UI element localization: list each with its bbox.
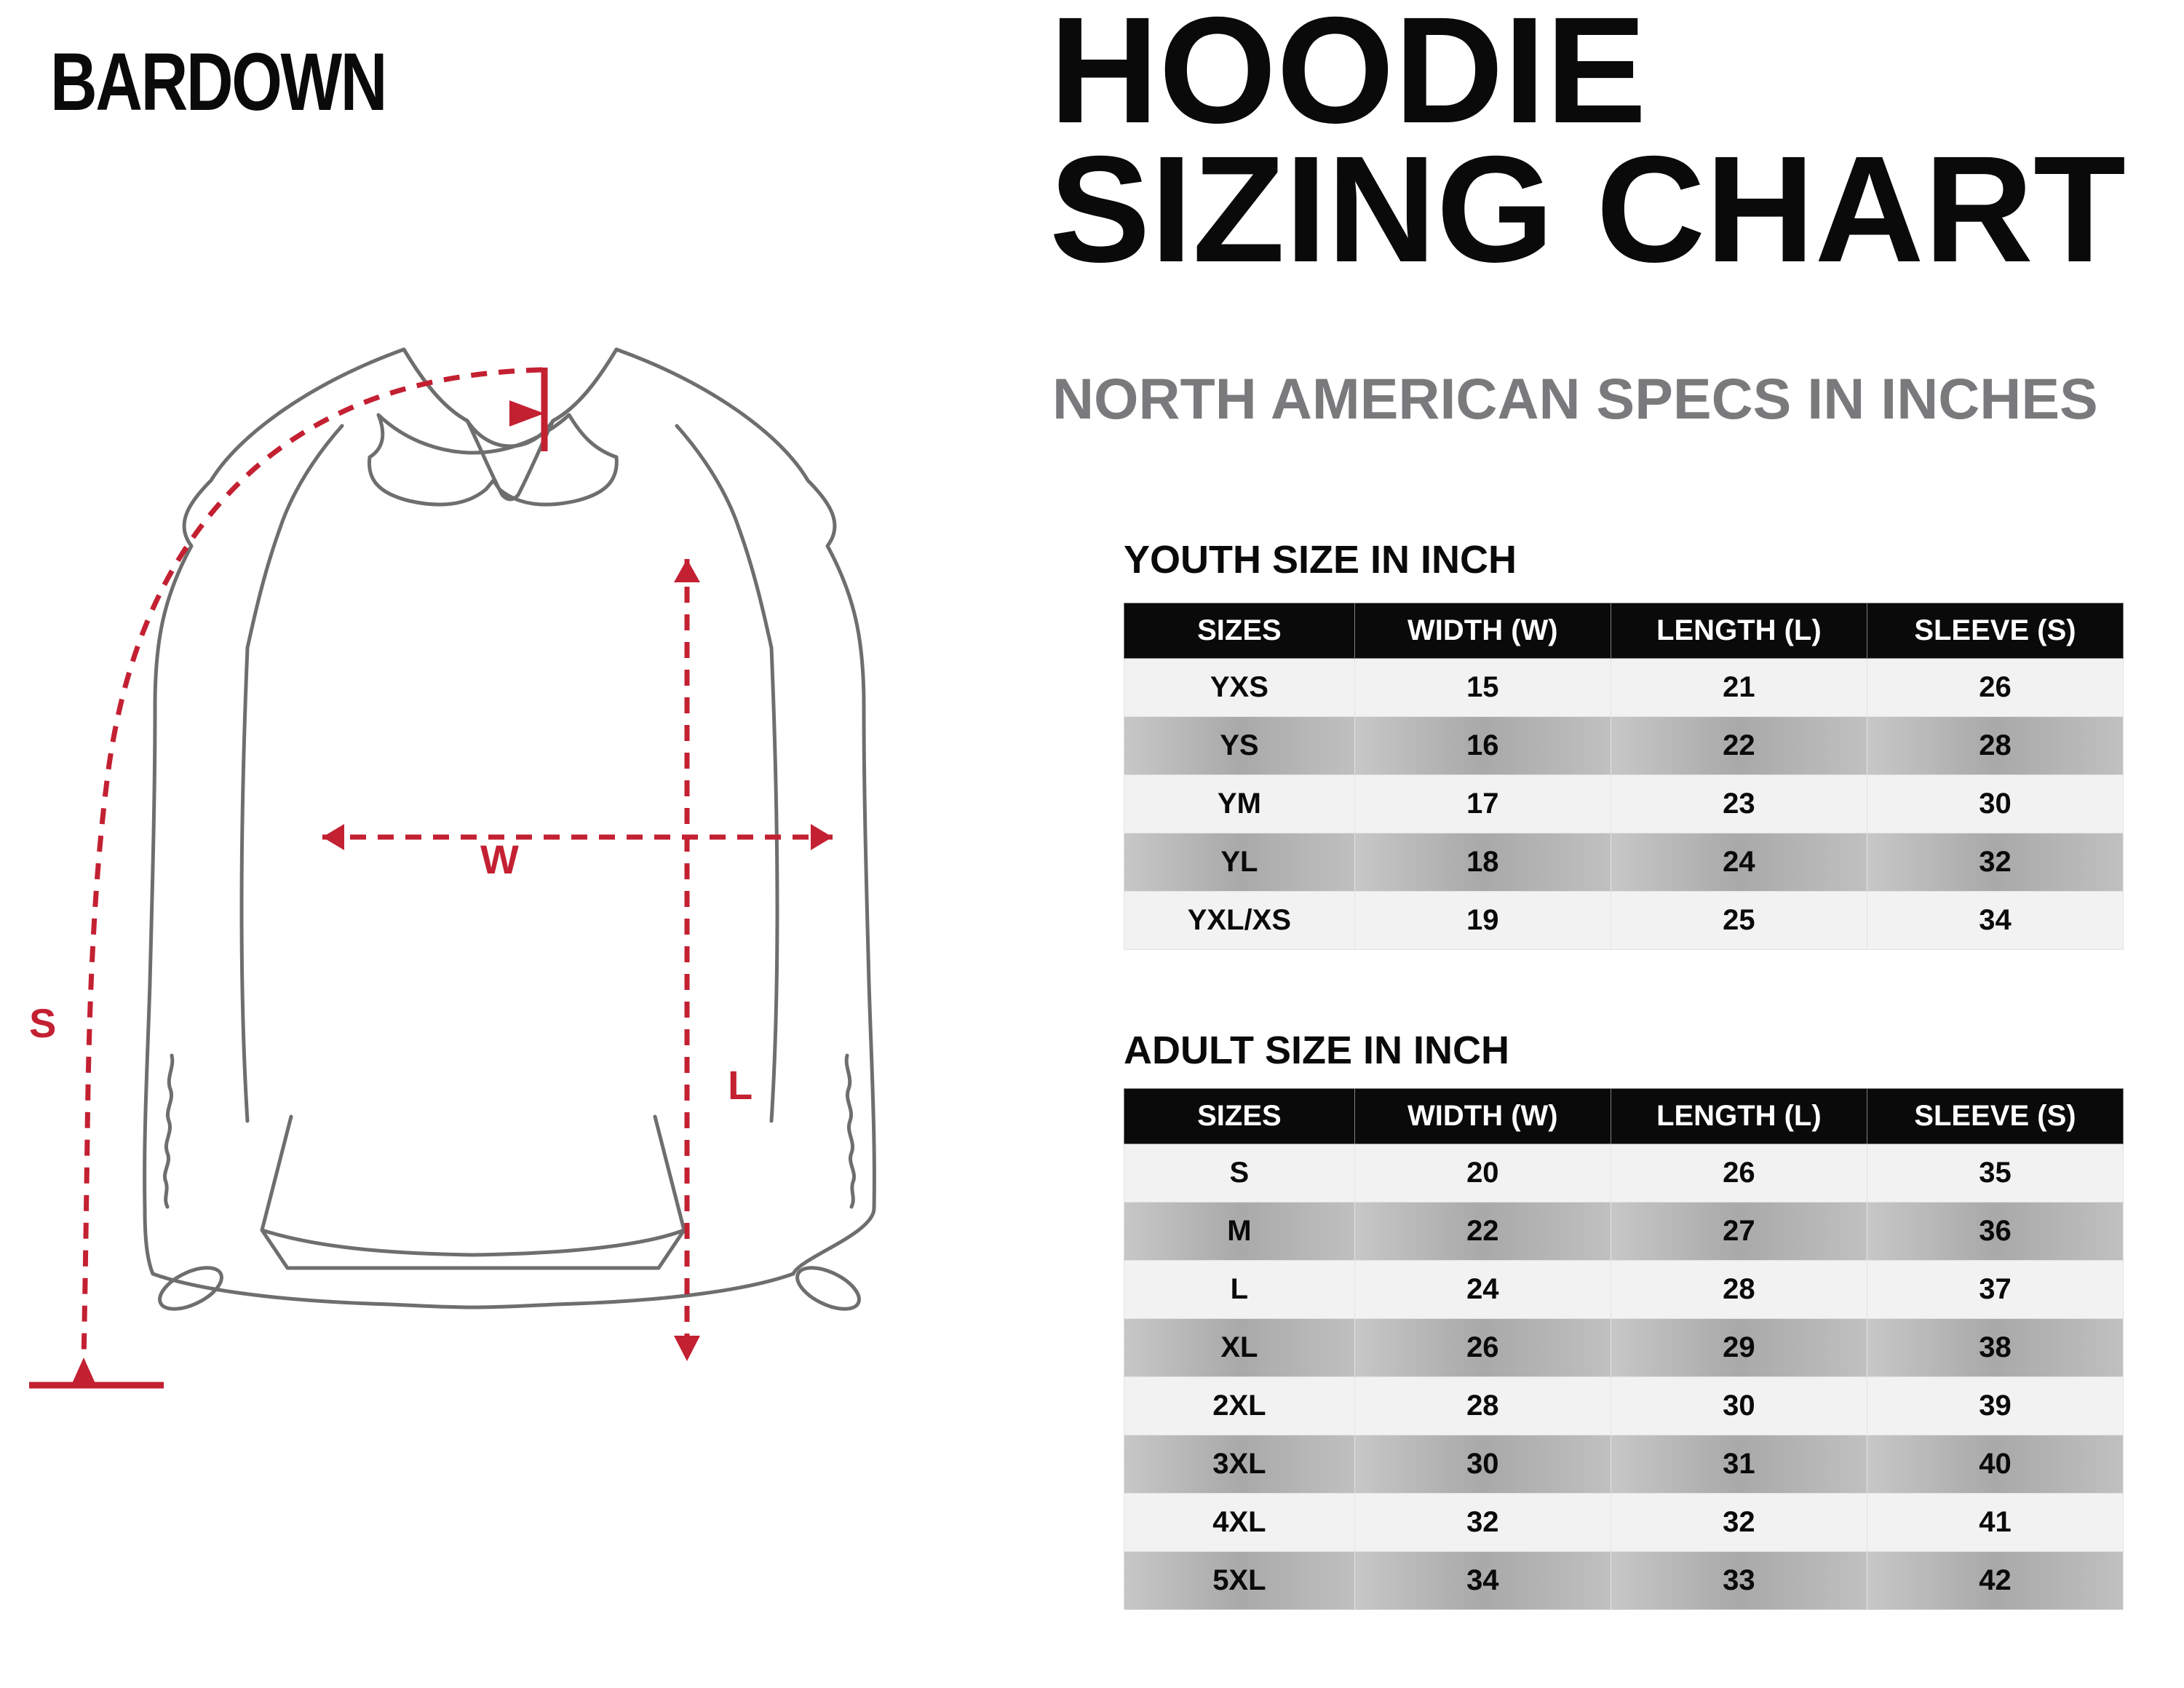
- svg-text:L: L: [728, 1062, 753, 1108]
- svg-text:W: W: [480, 836, 519, 882]
- svg-text:S: S: [29, 1000, 56, 1046]
